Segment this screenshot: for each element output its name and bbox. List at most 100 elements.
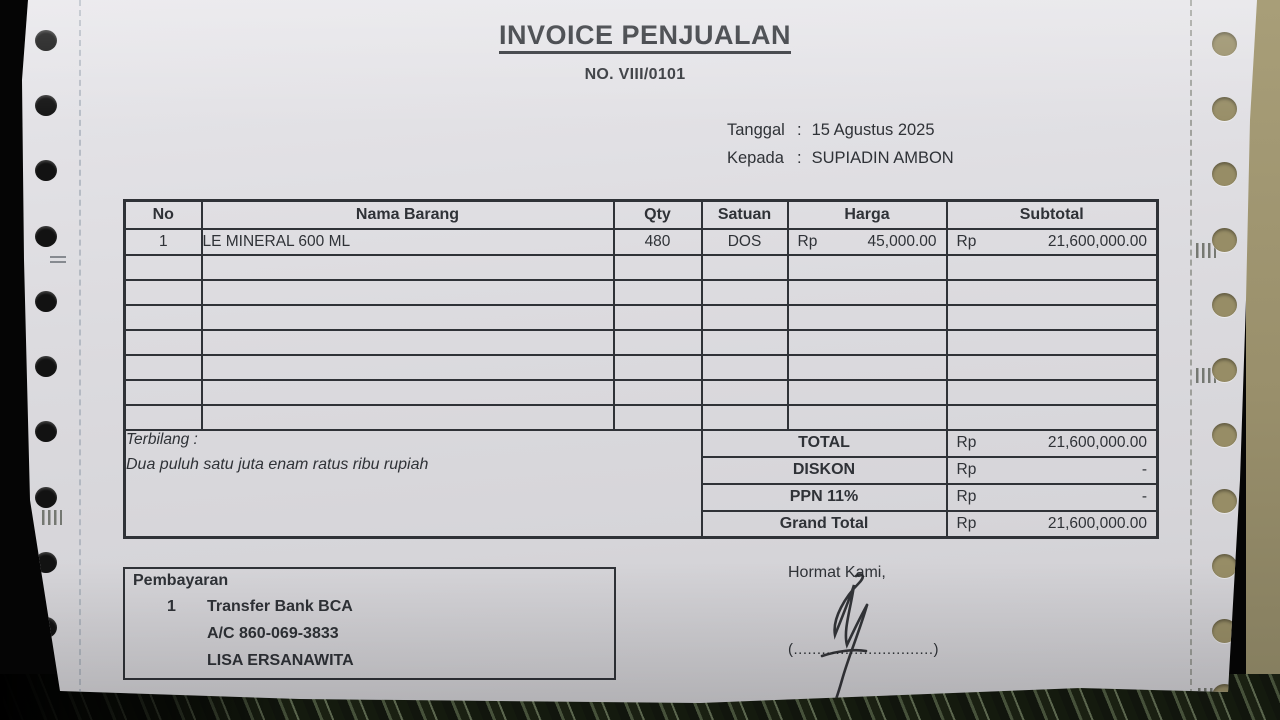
- empty-cell: [123, 303, 203, 331]
- payment-title: Pembayaran: [133, 572, 229, 589]
- empty-rows: [123, 253, 1159, 431]
- total-row: Terbilang : Dua puluh satu juta enam rat…: [123, 428, 1159, 539]
- sprocket-hole: [35, 291, 57, 312]
- empty-cell: [612, 303, 703, 331]
- sprocket-hole: [1212, 423, 1237, 447]
- payment-account-name: LISA ERSANAWITA: [207, 652, 354, 669]
- diskon-label: DISKON: [700, 455, 948, 485]
- empty-cell: [612, 403, 703, 431]
- empty-cell: [612, 353, 703, 381]
- diskon-value: Rp -: [945, 455, 1159, 485]
- terbilang-box: Terbilang : Dua puluh satu juta enam rat…: [123, 428, 703, 539]
- col-subtotal: Subtotal: [945, 199, 1159, 230]
- empty-cell: [200, 303, 615, 331]
- perforation-line-left: [79, 0, 81, 703]
- sprocket-hole: [1212, 554, 1237, 578]
- grand-total-label: Grand Total: [700, 509, 948, 539]
- invoice-recipient: Kepada: SUPIADIN AMBON: [727, 149, 954, 167]
- sprocket-hole: [35, 95, 57, 116]
- grand-total-value: Rp 21,600,000.00: [945, 509, 1159, 539]
- empty-cell: [700, 253, 789, 281]
- perforation-mark: [50, 253, 66, 263]
- empty-cell: [123, 253, 203, 281]
- signature-label: Hormat Kami,: [788, 564, 886, 581]
- sprocket-hole: [1212, 32, 1237, 56]
- col-qty: Qty: [612, 199, 703, 230]
- sprocket-hole: [35, 160, 57, 181]
- col-no: No: [123, 199, 203, 230]
- sprocket-hole: [35, 487, 57, 508]
- invoice-number: NO. VIII/0101: [584, 66, 686, 83]
- payment-method: Transfer Bank BCA: [207, 598, 353, 615]
- empty-cell: [123, 378, 203, 406]
- empty-row: [123, 303, 1159, 331]
- empty-cell: [700, 278, 789, 306]
- empty-cell: [786, 303, 948, 331]
- col-name: Nama Barang: [200, 199, 615, 230]
- empty-cell: [700, 328, 789, 356]
- sprocket-hole: [35, 356, 57, 377]
- item-name: LE MINERAL 600 ML: [200, 227, 615, 256]
- terbilang-text: Dua puluh satu juta enam ratus ribu rupi…: [126, 455, 429, 473]
- empty-row: [123, 378, 1159, 406]
- ppn-value: Rp -: [945, 482, 1159, 512]
- invoice-title: INVOICE PENJUALAN: [440, 20, 850, 54]
- signature-scribble: [820, 573, 869, 703]
- empty-cell: [123, 278, 203, 306]
- totals-section: Terbilang : Dua puluh satu juta enam rat…: [123, 428, 1159, 539]
- total-label: TOTAL: [700, 428, 948, 458]
- empty-cell: [786, 253, 948, 281]
- item-price: Rp 45,000.00: [786, 227, 948, 256]
- ppn-row: PPN 11% Rp -: [125, 482, 1159, 512]
- empty-cell: [945, 378, 1159, 406]
- sprocket-hole: [1212, 97, 1237, 121]
- perforation-mark: [42, 510, 62, 525]
- payment-method-number: 1: [167, 598, 176, 615]
- empty-cell: [945, 253, 1159, 281]
- empty-row: [123, 278, 1159, 306]
- empty-cell: [786, 278, 948, 306]
- sprocket-hole: [1212, 228, 1237, 252]
- empty-row: [123, 353, 1159, 381]
- empty-cell: [123, 328, 203, 356]
- empty-cell: [200, 278, 615, 306]
- invoice-meta: Tanggal:15 Agustus 2025 Kepada: SUPIADIN …: [727, 116, 954, 172]
- perforation-line-right: [1190, 0, 1192, 703]
- empty-cell: [786, 353, 948, 381]
- empty-row: [123, 403, 1159, 431]
- empty-cell: [945, 328, 1159, 356]
- empty-cell: [200, 403, 615, 431]
- empty-cell: [945, 353, 1159, 381]
- sprocket-hole: [35, 421, 57, 442]
- empty-cell: [612, 378, 703, 406]
- table-row: 1 LE MINERAL 600 ML 480 DOS Rp 45,000.00 …: [123, 227, 1159, 256]
- perforation-mark: [1196, 368, 1216, 383]
- empty-cell: [123, 353, 203, 381]
- empty-cell: [945, 403, 1159, 431]
- ppn-label: PPN 11%: [700, 482, 948, 512]
- empty-cell: [700, 403, 789, 431]
- empty-cell: [200, 378, 615, 406]
- items-table: No Nama Barang Qty Satuan Harga Subtotal…: [123, 199, 1159, 539]
- empty-cell: [945, 303, 1159, 331]
- item-no: 1: [123, 227, 203, 256]
- terbilang-label: Terbilang :: [126, 430, 198, 448]
- perforation-mark: [1196, 243, 1216, 258]
- empty-cell: [700, 353, 789, 381]
- col-price: Harga: [786, 199, 948, 230]
- empty-cell: [612, 278, 703, 306]
- items-table-header: No Nama Barang Qty Satuan Harga Subtotal: [123, 199, 1159, 230]
- item-unit: DOS: [700, 227, 789, 256]
- item-qty: 480: [612, 227, 703, 256]
- empty-row: [123, 328, 1159, 356]
- empty-cell: [612, 328, 703, 356]
- sprocket-hole: [35, 30, 57, 51]
- empty-cell: [700, 378, 789, 406]
- empty-cell: [200, 353, 615, 381]
- item-subtotal: Rp 21,600,000.00: [945, 227, 1159, 256]
- empty-cell: [612, 253, 703, 281]
- empty-cell: [700, 303, 789, 331]
